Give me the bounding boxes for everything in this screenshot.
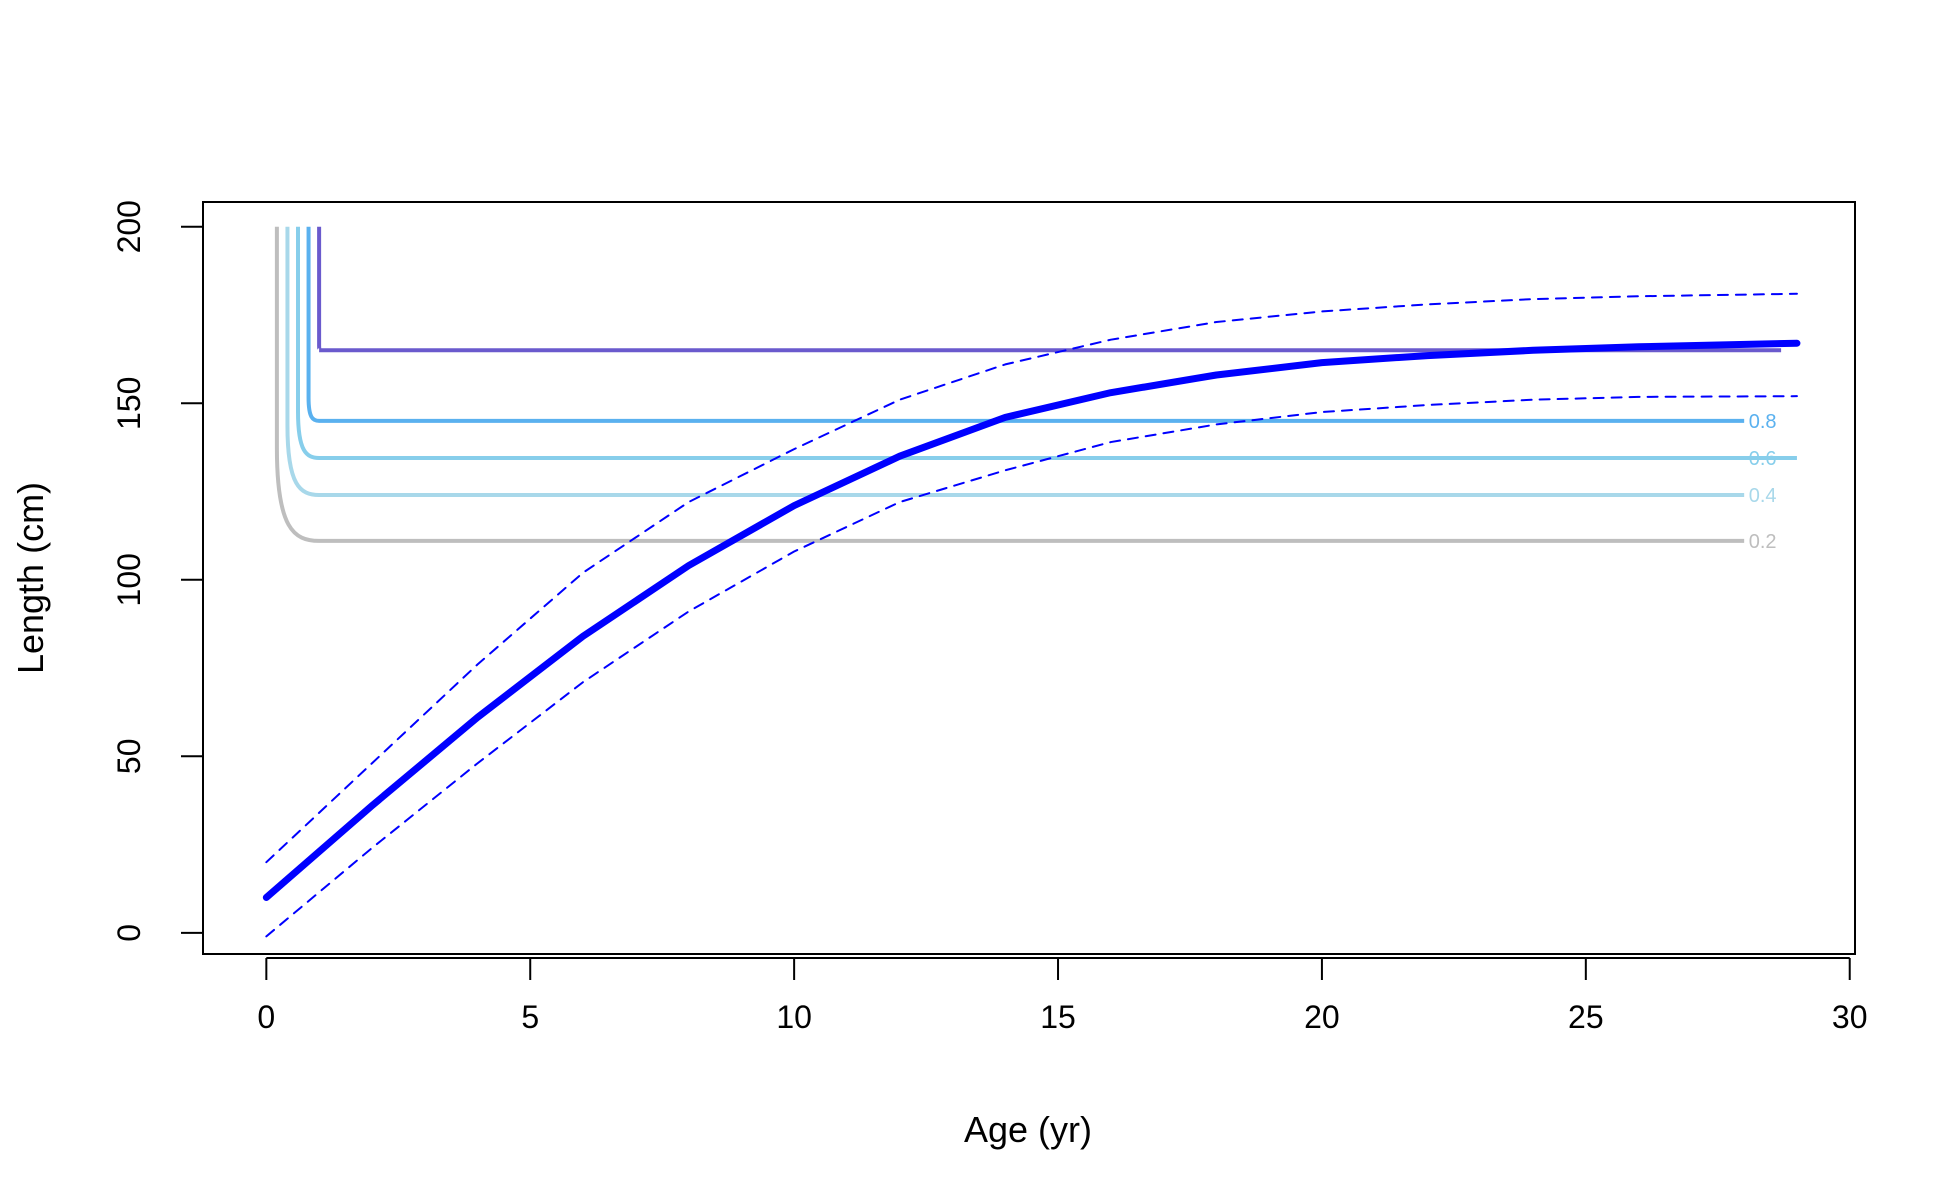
contour-lines: 0.2 0.4 0.6 0.8 — [274, 226, 1797, 553]
ci-dashed-line — [265, 292, 1798, 864]
growth-series — [262, 292, 1801, 938]
x-axis-title: Age (yr) — [964, 1109, 1092, 1150]
y-tick-label: 0 — [111, 924, 147, 942]
y-axis-title: Length (cm) — [10, 482, 51, 674]
x-tick-label: 25 — [1568, 999, 1604, 1035]
x-axis: 0 5 10 15 20 25 30 — [257, 957, 1868, 1035]
ci-dashed-line — [265, 395, 1798, 938]
contour-line — [306, 226, 1745, 423]
x-tick-label: 0 — [257, 999, 275, 1035]
x-tick-label: 15 — [1040, 999, 1076, 1035]
contour-label: 0.4 — [1749, 485, 1777, 507]
x-tick-label: 30 — [1832, 999, 1868, 1035]
plot-frame — [202, 201, 1856, 955]
mean-growth-line — [262, 339, 1801, 902]
contour-line — [285, 226, 1745, 498]
contour-label: 0.6 — [1749, 448, 1777, 470]
y-axis: 0 50 100 150 200 — [111, 200, 204, 942]
y-tick-label: 150 — [111, 377, 147, 430]
y-tick-label: 100 — [111, 553, 147, 606]
contour-line — [317, 226, 1782, 353]
contour-label: 0.2 — [1749, 531, 1777, 553]
y-tick-label: 50 — [111, 738, 147, 774]
x-tick-label: 10 — [776, 999, 812, 1035]
y-tick-label: 200 — [111, 200, 147, 253]
x-tick-label: 20 — [1304, 999, 1340, 1035]
contour-line — [296, 226, 1797, 460]
contour-label: 0.8 — [1749, 411, 1777, 433]
x-tick-label: 5 — [521, 999, 539, 1035]
contour-line — [274, 226, 1745, 543]
